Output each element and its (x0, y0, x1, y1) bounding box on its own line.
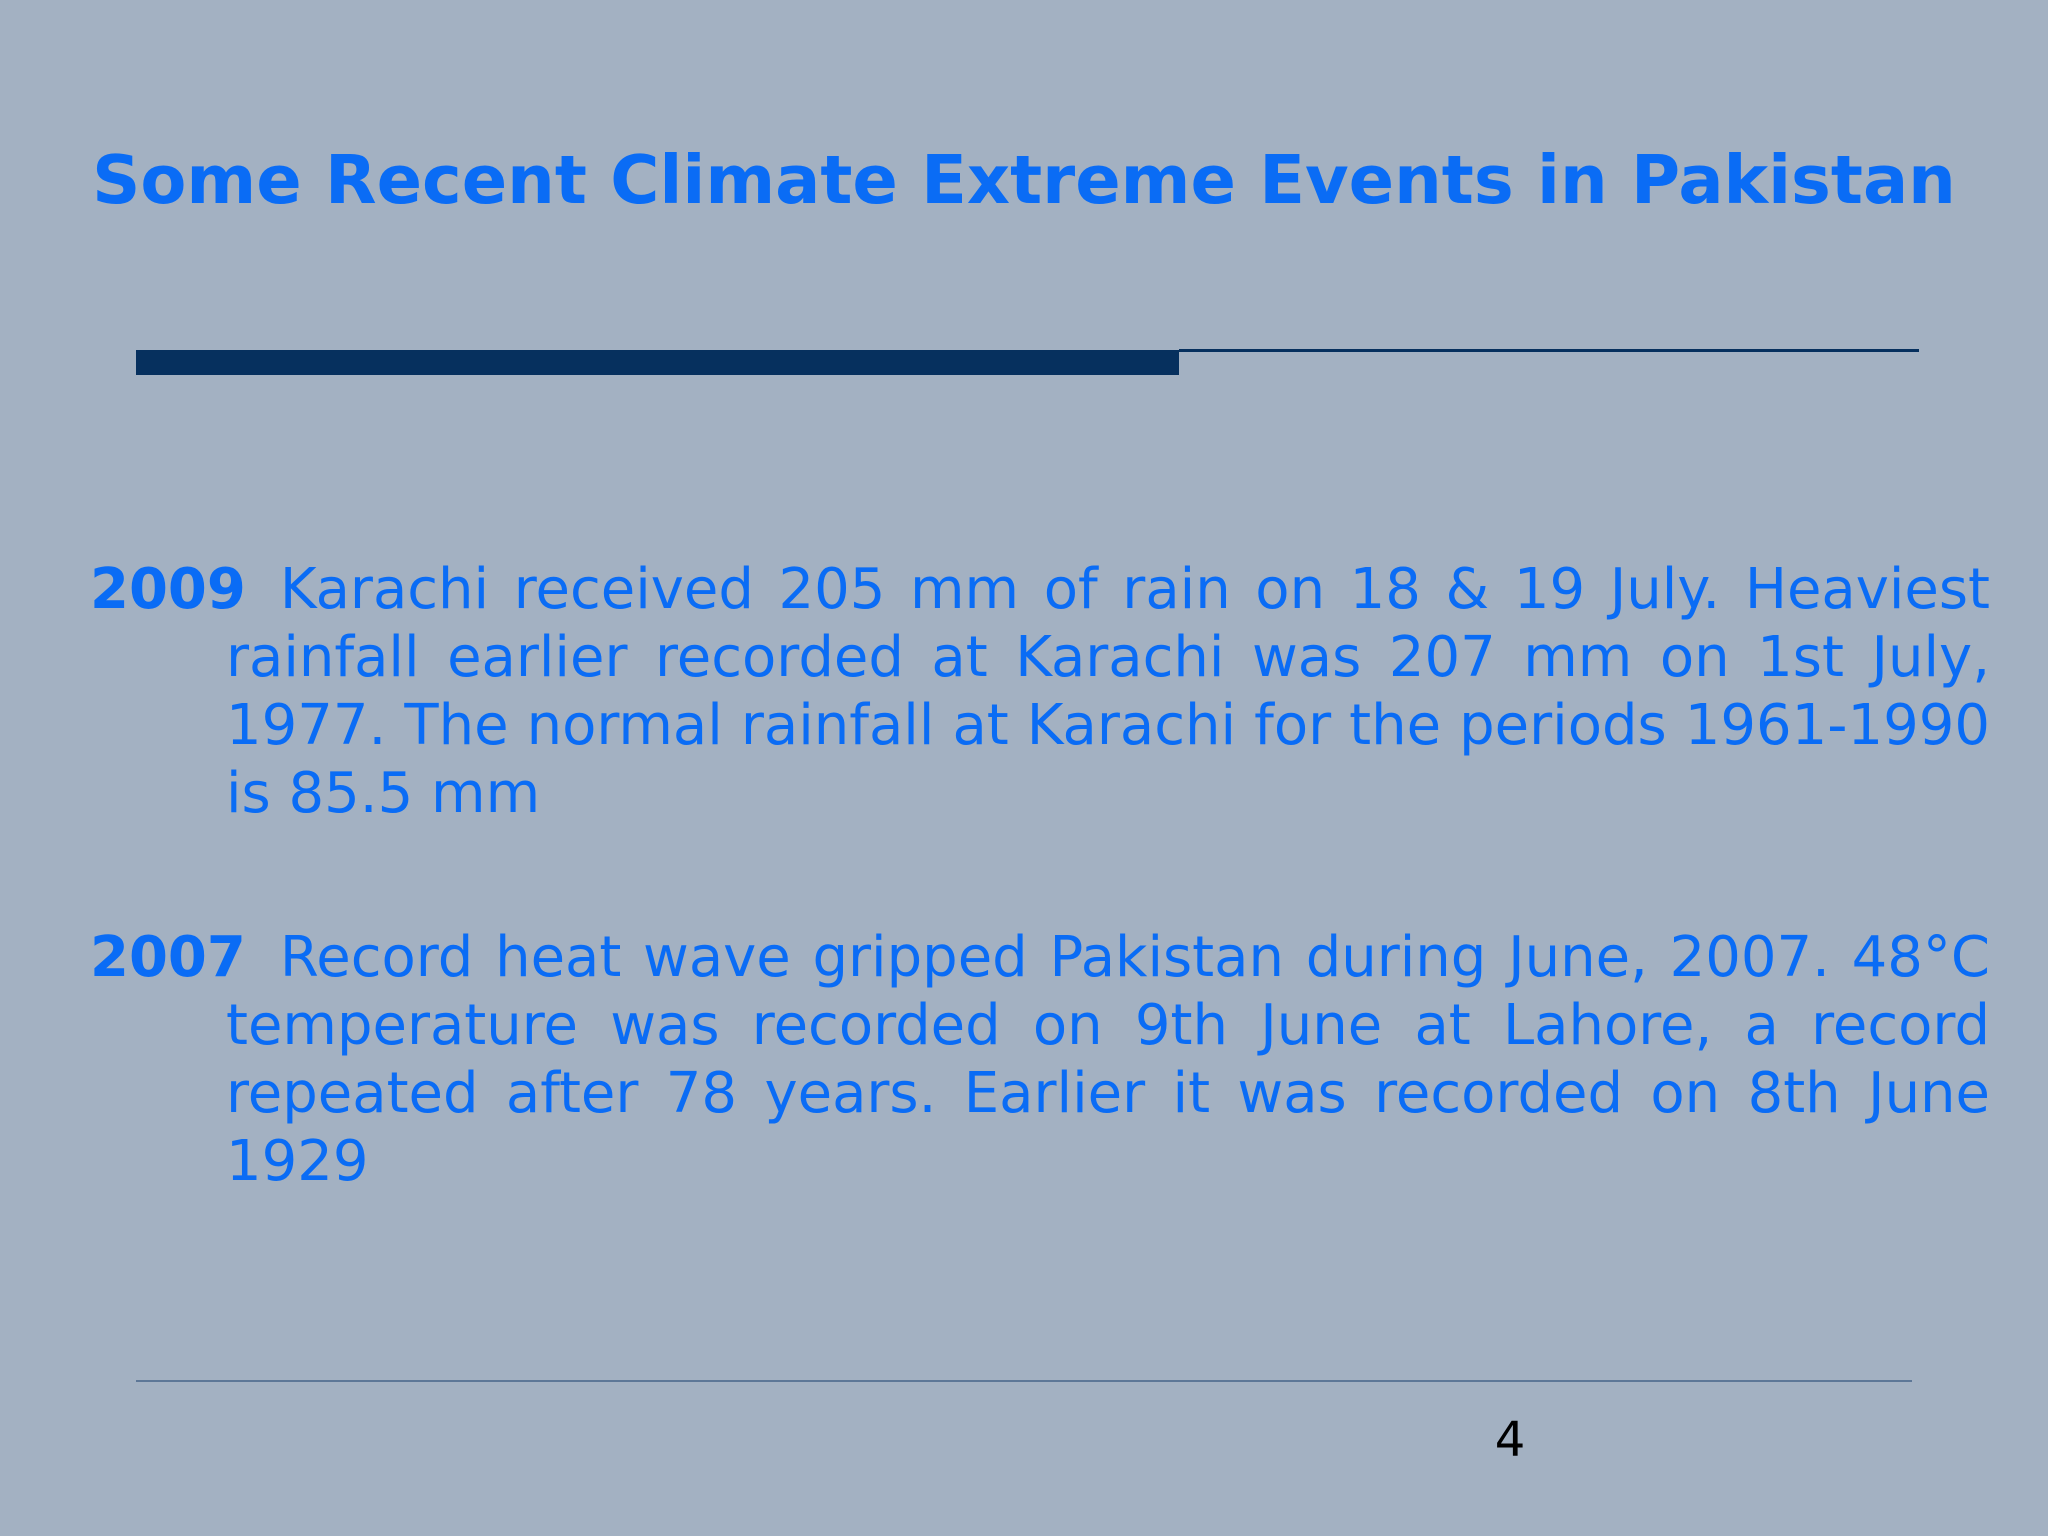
event-item: 2009 Karachi received 205 mm of rain on 1… (90, 556, 1990, 828)
page-number: 4 (1494, 1412, 1526, 1468)
event-item: 2007 Record heat wave gripped Pakistan du… (90, 924, 1990, 1196)
title-divider-thick (136, 350, 1179, 375)
slide-title: Some Recent Climate Extreme Events in Pa… (92, 141, 1956, 219)
event-text: Record heat wave gripped Pakistan during… (226, 925, 1990, 1194)
events-list: 2009 Karachi received 205 mm of rain on 1… (90, 556, 1990, 1196)
event-year: 2007 (90, 925, 246, 990)
title-divider-thin (1179, 349, 1919, 352)
event-year: 2009 (90, 557, 246, 622)
footer-divider (136, 1380, 1912, 1382)
event-text: Karachi received 205 mm of rain on 18 & … (226, 557, 1990, 826)
